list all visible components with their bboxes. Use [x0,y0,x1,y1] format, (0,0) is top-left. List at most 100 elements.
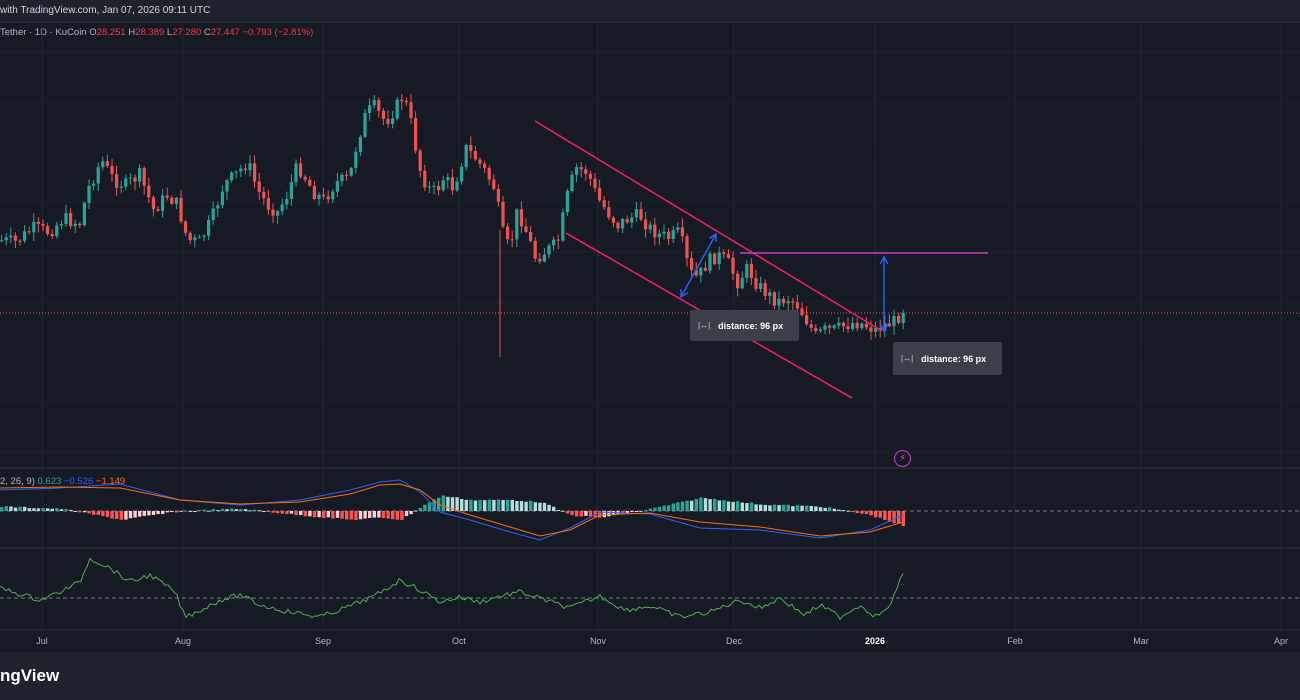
candle-body [299,163,303,177]
candle-body [317,194,321,200]
macd-histogram-bar [892,511,896,524]
candle-body [124,178,128,187]
macd-histogram-bar [441,495,445,511]
candles [0,93,905,357]
candle-body [225,180,229,192]
macd-histogram-bar [575,511,579,517]
distance-tooltip-2[interactable]: |↔| distance: 96 px [893,342,1002,375]
macd-histogram-bar [110,511,114,519]
candle-body [142,168,146,186]
candle-body [101,161,105,168]
candle-body [653,224,657,238]
macd-histogram-bar [276,511,280,514]
macd-histogram-bar [768,505,772,511]
macd-histogram-bar [455,497,459,511]
price-chart[interactable] [0,22,1300,652]
candle-body [703,267,707,271]
candle-body [230,172,234,181]
candle-body [533,240,537,259]
candle-body [119,186,123,188]
macd-histogram-bar [23,506,27,511]
macd-histogram-bar [593,511,597,517]
candle-body [598,187,602,201]
candle-body [156,209,160,211]
macd-histogram-bar [841,510,846,512]
macd-histogram-bar [749,502,754,511]
macd-histogram-bar [133,511,137,518]
candle-body [165,195,169,198]
candle-body [414,117,418,151]
macd-histogram-bar [487,499,491,511]
macd-histogram-bar [326,511,330,518]
candle-body [630,217,634,223]
macd-legend[interactable]: 2, 26, 9) 0.623 −0.526 −1.149 [0,476,125,487]
candle-body [354,151,358,169]
macd-histogram-bar [754,504,758,511]
measure-arrow-2-head [879,323,889,333]
candle-body [170,197,174,204]
macd-histogram-bar [846,510,850,512]
macd-histogram-bar [855,511,859,514]
macd-histogram-bar [501,499,505,511]
macd-histogram-bar [588,511,593,517]
macd-hist-value: 0.623 [37,476,62,487]
candle-body [575,167,579,175]
measure-arrow-1-head [708,232,717,243]
candle-body [271,209,275,216]
macd-histogram-bar [538,502,542,511]
distance-tooltip-1[interactable]: |↔| distance: 96 px [690,310,799,341]
candle-body [676,227,680,231]
candle-body [611,217,615,223]
candle-body [501,201,505,227]
macd-histogram-bar [345,511,349,520]
low-label: L [166,27,173,38]
macd-histogram-bar [772,504,777,511]
candle-body [786,301,790,304]
channel-upper-line [534,120,883,332]
x-tick-label: Feb [1007,636,1023,646]
macd-histogram-bar [225,509,229,511]
candle-body [220,191,224,206]
candle-body [184,221,188,233]
macd-histogram-bar [170,511,174,513]
macd-histogram-bar [9,506,13,511]
macd-histogram-bar [547,504,551,511]
macd-histogram-bar [533,502,537,511]
lightning-alert-icon[interactable]: ⚡ [894,450,911,467]
macd-histogram-bar [823,507,827,511]
macd-histogram-bar [234,509,238,511]
symbol-name: Tether · 1D · KuCoin [0,27,87,38]
candle-body [671,230,675,239]
macd-histogram-bar [763,504,767,511]
candle-body [248,163,252,171]
macd-histogram-bar [506,499,510,511]
candle-body [418,150,422,171]
candle-body [667,231,671,239]
macd-histogram-bar [363,511,367,519]
macd-histogram-bar [828,507,832,511]
candle-body [639,209,643,220]
macd-histogram-bar [805,505,809,511]
x-tick-label: Mar [1133,636,1149,646]
candle-body [377,100,381,111]
candle-body [446,177,450,181]
macd-pane [0,479,905,541]
candle-body [432,185,436,187]
candle-body [18,240,22,242]
candle-body [897,315,901,323]
candle-body [736,273,740,289]
candle-body [391,118,395,125]
macd-histogram-bar [151,511,156,515]
macd-signal-value: −1.149 [95,476,126,487]
candle-body [809,324,813,328]
candle-body [662,231,666,234]
candle-body [731,257,735,274]
macd-histogram-bar [386,511,390,519]
candle-body [552,239,556,246]
candle-body [59,224,63,226]
symbol-legend[interactable]: Tether · 1D · KuCoin O28.251 H28.389 L27… [0,27,313,38]
macd-histogram-bar [271,511,275,513]
candle-body [680,227,684,237]
candle-body [280,204,284,212]
macd-histogram-bar [69,509,73,511]
